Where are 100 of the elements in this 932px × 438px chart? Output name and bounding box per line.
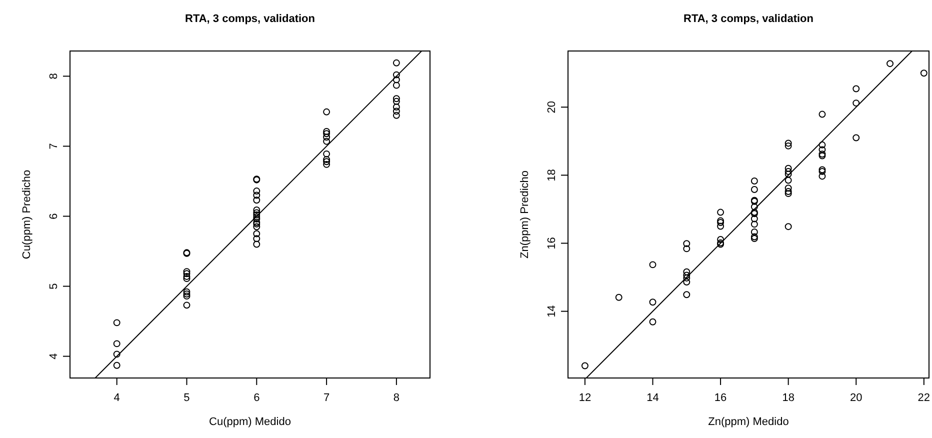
- point: [683, 240, 690, 248]
- point: [852, 85, 860, 92]
- point: [113, 340, 120, 348]
- point: [323, 128, 330, 136]
- x-tick-label: 16: [714, 392, 727, 404]
- point: [323, 134, 330, 141]
- point: [253, 209, 260, 216]
- point: [183, 302, 190, 309]
- point: [920, 70, 928, 77]
- point: [818, 141, 826, 148]
- point: [784, 142, 792, 150]
- point: [392, 108, 400, 115]
- x-tick-label: 18: [782, 392, 794, 404]
- y-tick-label: 7: [48, 143, 60, 150]
- point: [392, 98, 400, 105]
- point: [818, 172, 826, 180]
- x-tick-label: 20: [850, 392, 862, 404]
- point: [615, 294, 622, 301]
- point: [392, 59, 400, 66]
- point: [717, 219, 724, 226]
- point: [323, 130, 330, 138]
- point: [784, 184, 792, 192]
- point: [113, 319, 120, 326]
- point: [717, 236, 724, 243]
- x-tick-label: 14: [646, 392, 659, 404]
- x-axis-title: Cu(ppm) Medido: [209, 416, 291, 428]
- point: [649, 298, 656, 306]
- point: [253, 192, 260, 199]
- point: [683, 274, 690, 282]
- x-axis-title: Zn(ppm) Medido: [708, 416, 789, 428]
- point: [717, 217, 724, 224]
- y-tick-label: 14: [546, 305, 558, 318]
- y-tick-label: 18: [546, 169, 558, 182]
- point: [683, 245, 690, 252]
- y-tick-label: 8: [48, 73, 60, 80]
- point: [784, 188, 792, 196]
- point: [852, 134, 860, 142]
- x-tick-label: 8: [393, 392, 400, 404]
- y-tick-label: 20: [546, 101, 558, 114]
- y-tick-label: 5: [48, 283, 60, 290]
- point: [750, 220, 758, 228]
- point: [750, 228, 758, 236]
- point: [784, 176, 792, 184]
- point: [392, 112, 400, 119]
- point: [886, 60, 894, 68]
- chart-title: RTA, 3 comps, validation: [185, 13, 316, 25]
- point: [253, 206, 260, 214]
- point: [784, 190, 792, 198]
- point: [183, 272, 190, 280]
- point: [750, 186, 758, 193]
- point: [323, 150, 330, 158]
- y-tick-label: 6: [48, 213, 60, 220]
- point: [323, 108, 330, 116]
- point: [183, 290, 190, 298]
- y-axis-title: Zn(ppm) Predicho: [519, 170, 531, 259]
- point: [717, 222, 724, 230]
- point: [323, 158, 330, 166]
- point: [581, 362, 588, 370]
- x-tick-label: 12: [578, 392, 592, 404]
- point: [253, 240, 260, 248]
- x-tick-label: 6: [254, 392, 260, 404]
- point: [183, 270, 190, 278]
- point: [392, 104, 400, 110]
- point: [392, 95, 400, 102]
- point: [683, 268, 690, 276]
- point: [683, 278, 690, 286]
- y-axis-title: Cu(ppm) Predicho: [21, 170, 33, 260]
- point: [649, 261, 656, 268]
- point: [253, 235, 260, 242]
- point: [750, 235, 758, 242]
- chart-title: RTA, 3 comps, validation: [684, 13, 814, 25]
- x-tick-label: 22: [918, 392, 930, 404]
- point: [649, 318, 656, 326]
- point: [392, 71, 400, 78]
- point: [818, 146, 826, 154]
- point: [750, 215, 758, 222]
- point: [784, 170, 792, 178]
- point: [683, 272, 690, 279]
- point: [750, 178, 758, 184]
- point: [784, 140, 792, 147]
- point: [323, 160, 330, 168]
- y-tick-label: 16: [546, 237, 558, 250]
- point: [750, 233, 758, 240]
- point: [818, 110, 826, 118]
- point: [253, 223, 260, 230]
- point: [852, 100, 860, 107]
- point: [253, 196, 260, 204]
- point: [113, 350, 120, 358]
- point: [392, 76, 400, 84]
- y-tick-label: 4: [48, 353, 60, 360]
- point: [683, 291, 690, 298]
- x-tick-label: 7: [323, 392, 330, 404]
- x-tick-label: 4: [114, 392, 120, 404]
- point: [784, 164, 792, 172]
- point: [113, 362, 120, 369]
- point: [717, 208, 724, 216]
- x-tick-label: 5: [184, 392, 190, 404]
- point: [392, 82, 400, 89]
- point: [253, 230, 260, 238]
- point: [750, 203, 758, 210]
